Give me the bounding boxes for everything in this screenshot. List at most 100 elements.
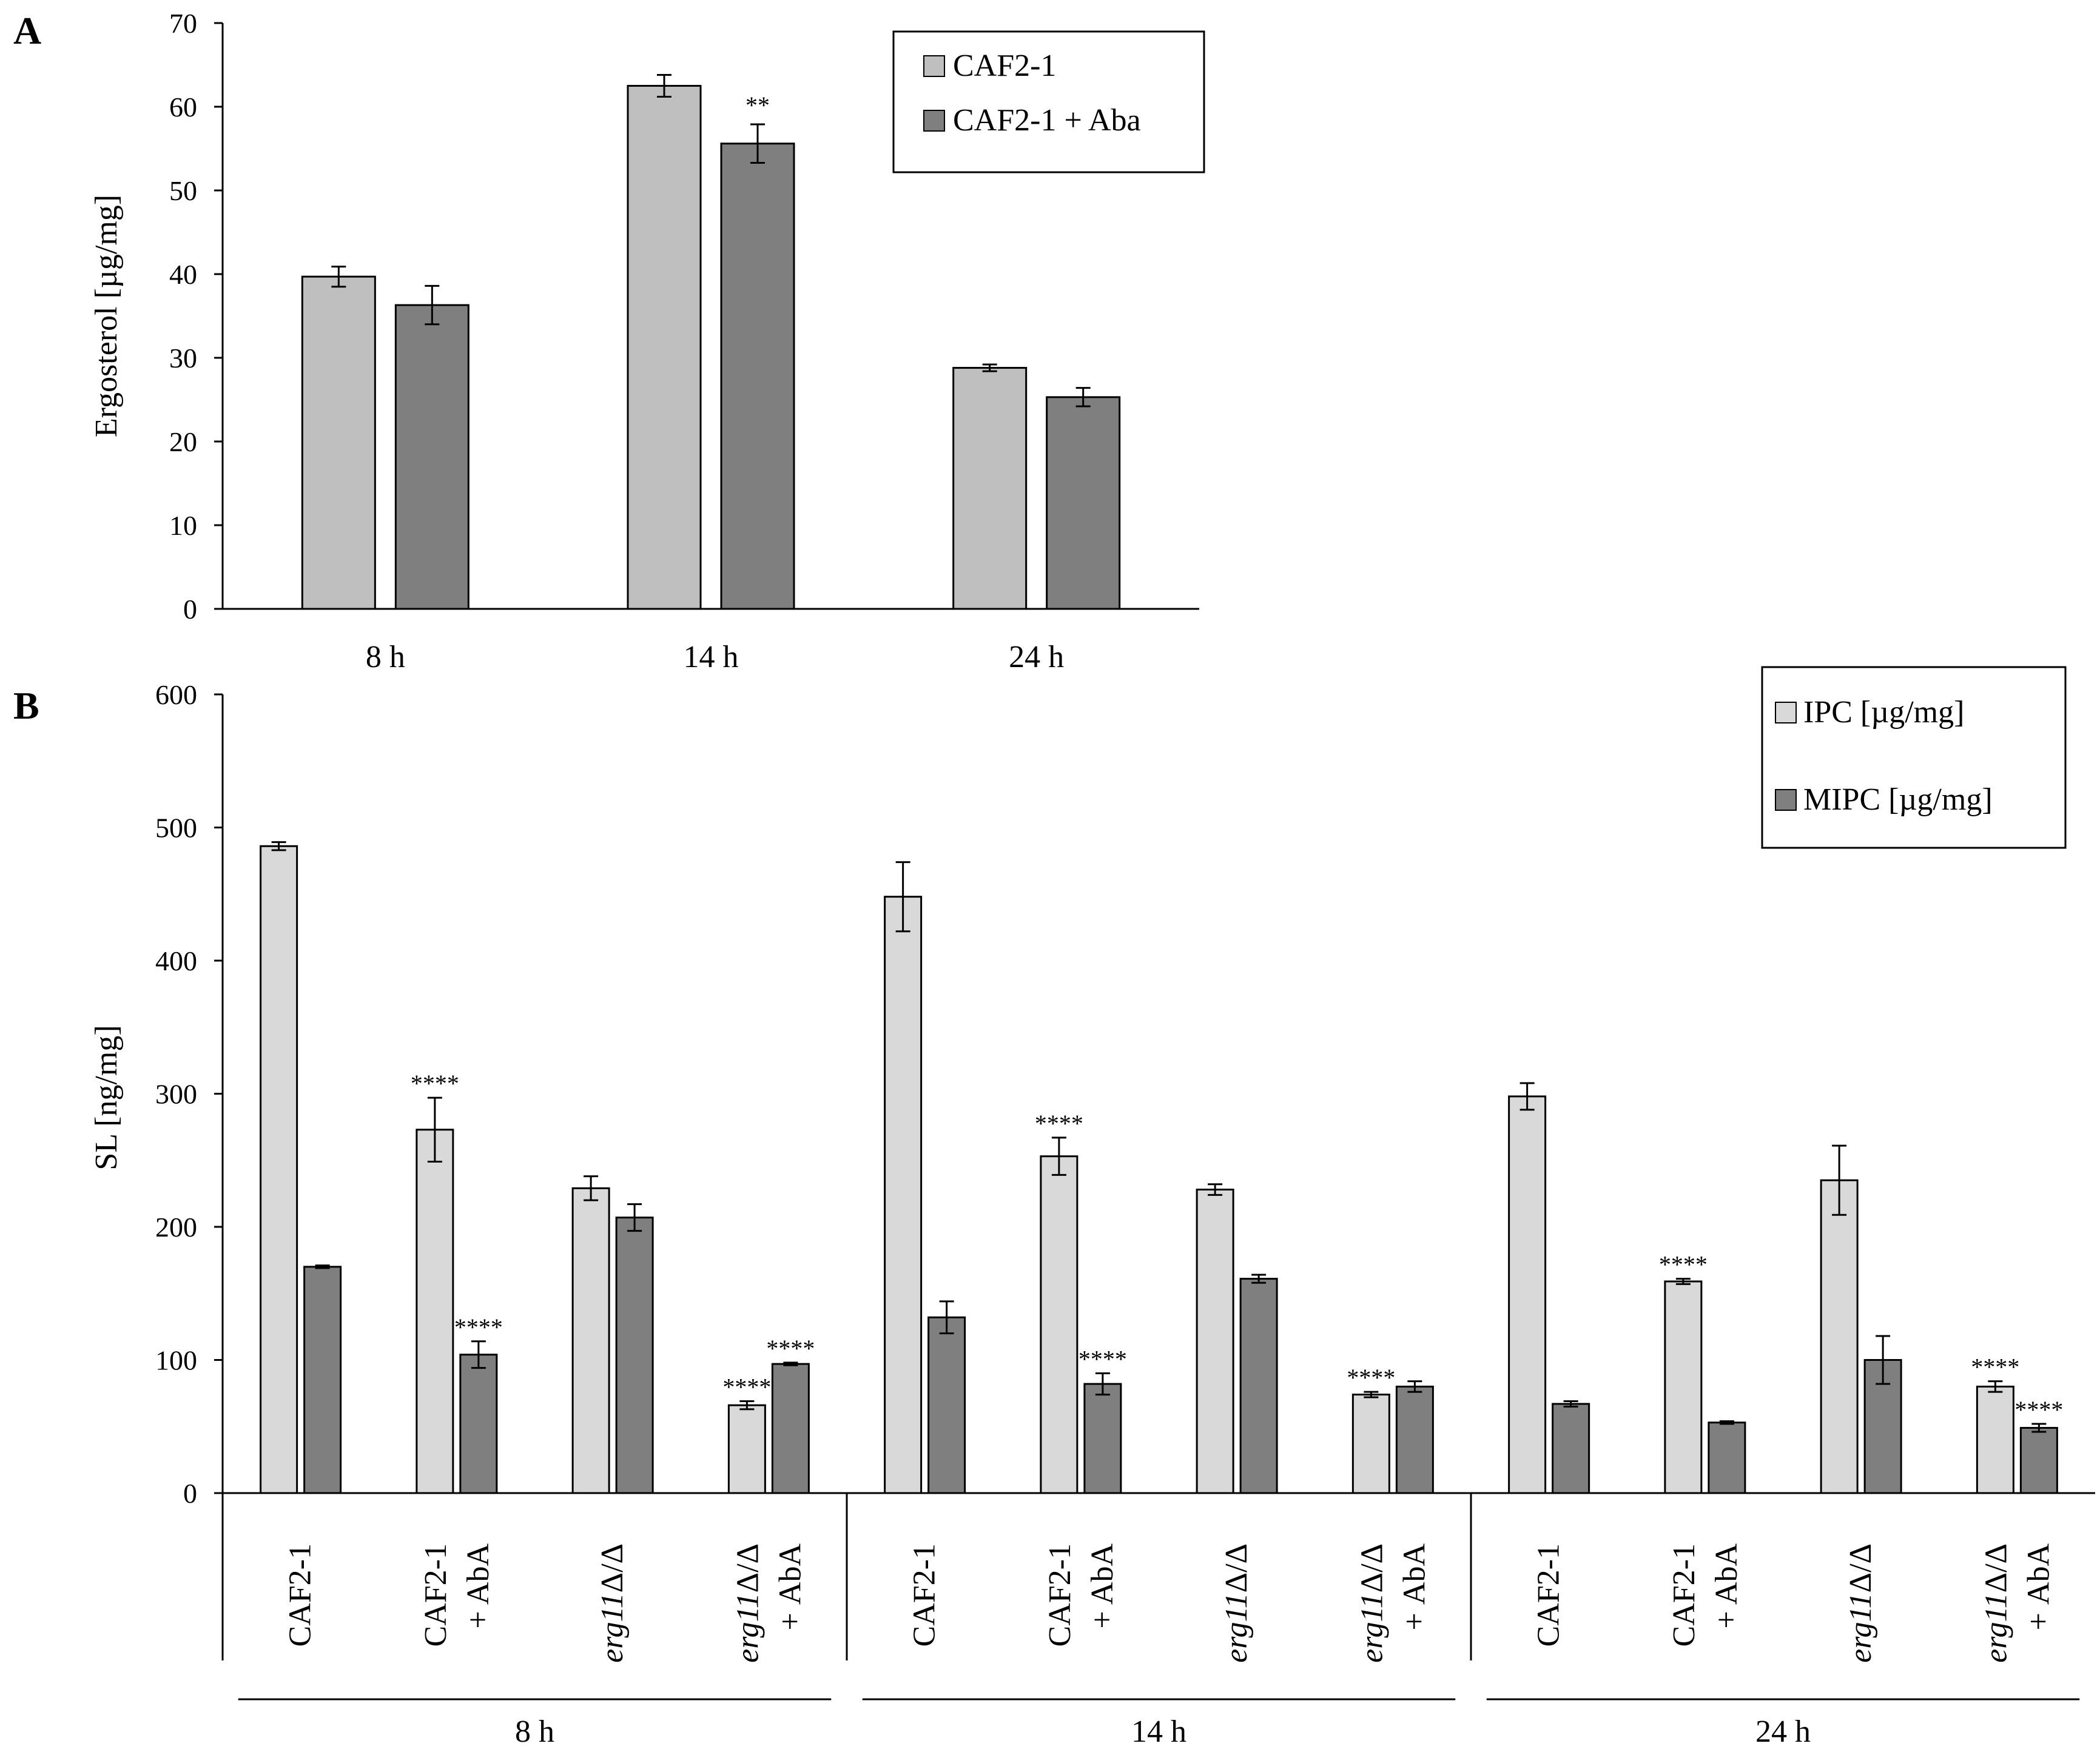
- x-category-line: CAF2-1: [419, 1543, 453, 1647]
- legend-swatch: [1775, 702, 1797, 723]
- bar: [260, 845, 298, 1494]
- significance-label: ****: [1971, 1354, 2019, 1381]
- y-tick-label: 0: [183, 1478, 197, 1509]
- significance-label: ****: [2014, 1396, 2063, 1423]
- x-category-line: erg11Δ/Δ: [1843, 1543, 1878, 1663]
- x-category-line: + AbA: [1709, 1543, 1744, 1629]
- significance-label: ****: [454, 1314, 503, 1341]
- y-tick-label: 50: [169, 175, 197, 206]
- x-category-label: CAF2-1 + AbA: [1043, 1543, 1120, 1647]
- y-axis-title: SL [ng/mg]: [89, 1025, 124, 1170]
- bar: [1351, 1394, 1390, 1494]
- bar: [1196, 1189, 1234, 1494]
- gene-name: erg11: [1355, 1593, 1389, 1663]
- panel-b-label: B: [13, 684, 39, 727]
- genotype: Δ/Δ: [1355, 1543, 1389, 1593]
- bar: [627, 85, 702, 610]
- legend-label: CAF2-1: [953, 49, 1056, 83]
- bar: [727, 1404, 766, 1494]
- bar: [301, 275, 376, 610]
- legend-swatch: [1775, 789, 1797, 811]
- x-category-line: CAF2-1: [1667, 1543, 1701, 1647]
- x-category-label: erg11Δ/Δ: [1219, 1543, 1254, 1663]
- significance-label: ****: [1035, 1110, 1083, 1137]
- x-category-line: CAF2-1: [907, 1543, 942, 1647]
- significance-label: ****: [1079, 1345, 1127, 1372]
- x-category-line: + AbA: [2021, 1543, 2056, 1631]
- x-category-line: CAF2-1: [1043, 1543, 1077, 1647]
- bar: [1046, 396, 1121, 610]
- x-category-label: erg11Δ/Δ + AbA: [1355, 1543, 1432, 1663]
- bar: [1040, 1155, 1079, 1494]
- bar: [1508, 1095, 1547, 1494]
- gene-name: erg11: [1979, 1593, 2013, 1663]
- gene-name: erg11: [730, 1593, 765, 1663]
- y-tick-label: 300: [155, 1079, 197, 1110]
- x-category-label: 8 h: [366, 640, 405, 674]
- bar: [2019, 1426, 2058, 1494]
- y-axis-title: Ergosterol [µg/mg]: [89, 195, 124, 437]
- significance-label: **: [745, 92, 770, 119]
- panel-a-label: A: [13, 9, 41, 52]
- bar: [720, 143, 795, 610]
- x-category-label: CAF2-1: [1532, 1543, 1566, 1647]
- significance-label: ****: [1347, 1364, 1395, 1391]
- x-category-line: erg11Δ/Δ: [730, 1543, 765, 1663]
- x-category-label: erg11Δ/Δ: [1843, 1543, 1878, 1663]
- x-category-line: erg11Δ/Δ: [1355, 1543, 1389, 1663]
- bar: [394, 304, 469, 610]
- x-category-label: CAF2-1 + AbA: [419, 1543, 496, 1647]
- x-category-label: CAF2-1: [283, 1543, 318, 1647]
- significance-label: ****: [1659, 1251, 1708, 1278]
- x-category-line: + AbA: [1085, 1543, 1120, 1629]
- genotype: Δ/Δ: [730, 1543, 765, 1593]
- bar: [416, 1129, 454, 1494]
- y-tick-label: 100: [155, 1345, 197, 1376]
- ergosterol-chart: 0 10 20 30 40 50 60 70 Ergosterol [µg/mg] 8 h ** 14…: [89, 8, 1205, 674]
- bar: [1820, 1179, 1859, 1494]
- x-category-line: erg11Δ/Δ: [1979, 1543, 2013, 1663]
- x-category-line: erg11Δ/Δ: [1219, 1543, 1254, 1663]
- x-category-label: erg11Δ/Δ + AbA: [1979, 1543, 2056, 1663]
- bar: [1083, 1383, 1122, 1494]
- x-category-line: erg11Δ/Δ: [595, 1543, 630, 1663]
- x-category-line: CAF2-1: [283, 1543, 318, 1647]
- significance-label: ****: [411, 1070, 459, 1097]
- y-tick-label: 200: [155, 1212, 197, 1243]
- y-tick-label: 400: [155, 945, 197, 976]
- y-tick-label: 0: [183, 594, 197, 625]
- sphingolipid-chart: 0 100 200 300 400 500 600 SL [ng/mg] CAF2-1 **** *…: [89, 666, 2095, 1749]
- gene-name: erg11: [1219, 1593, 1254, 1663]
- significance-label: ****: [766, 1335, 815, 1362]
- genotype: Δ/Δ: [1979, 1543, 2013, 1593]
- bar: [1395, 1385, 1434, 1494]
- x-category-label: 24 h: [1009, 640, 1064, 674]
- y-tick-label: 600: [155, 679, 197, 710]
- y-tick-label: 30: [169, 343, 197, 374]
- bar: [1664, 1280, 1703, 1494]
- legend-label: CAF2-1 + Aba: [953, 103, 1141, 138]
- group-label: 8 h: [515, 1714, 554, 1749]
- y-tick-label: 60: [169, 92, 197, 123]
- bar: [1976, 1385, 2014, 1494]
- bar: [884, 896, 923, 1494]
- bar: [1239, 1278, 1278, 1494]
- bar: [1552, 1403, 1590, 1494]
- bar: [615, 1217, 654, 1494]
- genotype: Δ/Δ: [595, 1543, 630, 1593]
- x-category-line: + AbA: [773, 1543, 807, 1631]
- x-category-label: erg11Δ/Δ: [595, 1543, 630, 1663]
- x-category-line: + AbA: [1397, 1543, 1432, 1631]
- x-category-label: erg11Δ/Δ + AbA: [730, 1543, 807, 1663]
- x-category-line: + AbA: [461, 1543, 496, 1629]
- y-tick-label: 20: [169, 426, 197, 457]
- x-category-line: CAF2-1: [1532, 1543, 1566, 1647]
- y-tick-label: 10: [169, 510, 197, 541]
- y-tick-label: 500: [155, 813, 197, 844]
- bar: [771, 1363, 810, 1494]
- legend-box: [892, 30, 1205, 173]
- gene-name: erg11: [1843, 1593, 1878, 1663]
- legend-label: MIPC [µg/mg]: [1803, 782, 1993, 817]
- legend-swatch: [923, 110, 945, 132]
- bar: [952, 367, 1028, 610]
